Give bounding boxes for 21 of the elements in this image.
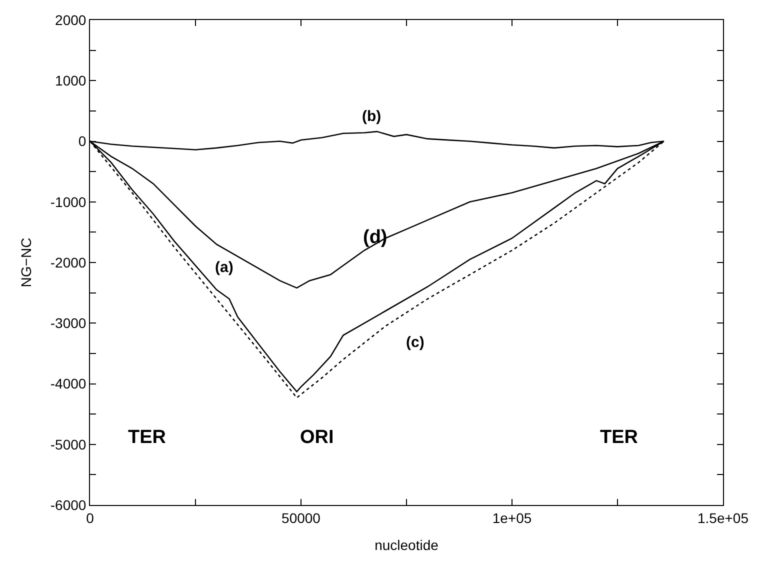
annotation: (b) [362, 108, 382, 125]
y-tick-label: -5000 [50, 436, 86, 452]
annotation: TER [128, 427, 166, 448]
annotation: TER [600, 427, 638, 448]
y-tick-label: 2000 [55, 12, 86, 28]
y-tick-label: 1000 [55, 72, 86, 89]
x-tick-label: 1.5e+05 [698, 510, 749, 526]
y-tick-label: -2000 [50, 254, 86, 270]
x-tick-label: 50000 [282, 510, 321, 526]
y-tick-label: -4000 [50, 376, 86, 392]
y-tick-label: -1000 [50, 194, 86, 210]
x-tick-label: 1e+05 [492, 510, 532, 526]
annotation: ORI [300, 427, 334, 448]
annotation: (d) [363, 227, 388, 248]
y-tick-label: -3000 [50, 315, 86, 332]
y-tick-label: 0 [78, 133, 86, 150]
y-tick-label: -6000 [50, 496, 86, 513]
y-axis-title: NG−NC [18, 238, 34, 288]
annotation: (a) [215, 259, 234, 276]
x-axis-title: nucleotide [374, 537, 439, 554]
annotation: (c) [406, 334, 424, 351]
